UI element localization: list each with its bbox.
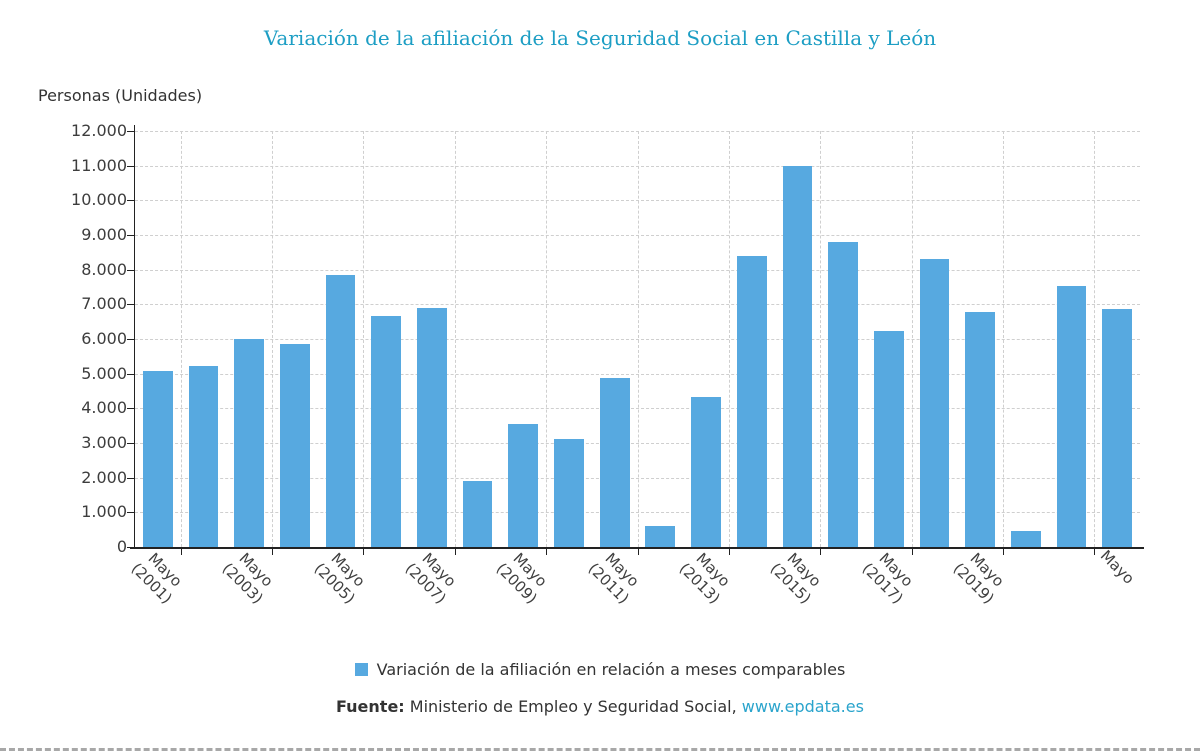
bar[interactable] <box>828 241 858 547</box>
bar[interactable] <box>462 481 493 547</box>
vertical-gridline <box>180 131 182 547</box>
y-axis-tick-mark <box>127 477 134 479</box>
x-axis-tick-mark <box>454 549 456 555</box>
y-axis-tick-mark <box>127 165 134 167</box>
y-axis-line <box>134 125 135 549</box>
vertical-gridline <box>1002 131 1004 547</box>
source-line: Fuente: Ministerio de Empleo y Seguridad… <box>0 697 1200 716</box>
bottom-divider <box>0 748 1200 751</box>
y-axis-tick-label: 8.000 <box>81 259 127 279</box>
x-axis-tick-label: Mayo (2017) <box>853 541 925 613</box>
x-axis-tick-mark <box>272 549 274 555</box>
bar[interactable] <box>1010 531 1041 547</box>
y-axis-tick-mark <box>127 304 134 306</box>
bar[interactable] <box>280 343 310 547</box>
chart-title: Variación de la afiliación de la Segurid… <box>263 26 937 50</box>
legend-color-swatch <box>354 663 368 676</box>
x-axis-tick-label: Mayo (2009) <box>487 541 559 613</box>
x-axis-tick-label: Mayo (2001) <box>122 541 194 613</box>
y-axis-tick-mark <box>127 131 134 132</box>
y-axis-tick-label: 0 <box>116 537 127 556</box>
bar[interactable] <box>325 274 356 547</box>
x-axis-tick-label: Mayo (2013) <box>670 541 742 613</box>
bar[interactable] <box>1102 309 1132 547</box>
vertical-gridline <box>1094 131 1096 547</box>
y-axis-tick-label: 6.000 <box>81 329 127 348</box>
x-axis-tick-label: Mayo (2003) <box>213 541 285 613</box>
bar[interactable] <box>554 438 584 547</box>
y-axis-tick-mark <box>127 235 134 236</box>
plot-area <box>135 131 1140 547</box>
x-axis-tick-label: Mayo (2015) <box>761 541 833 613</box>
y-axis-tick-mark <box>127 547 134 548</box>
bar[interactable] <box>965 312 995 547</box>
bar[interactable] <box>234 339 265 547</box>
y-axis-unit-label: Personas (Unidades) <box>38 86 203 105</box>
vertical-gridline <box>272 131 274 547</box>
x-axis-tick-label: Mayo (2019) <box>944 541 1016 613</box>
y-axis-tick-label: 11.000 <box>71 155 127 175</box>
y-axis-tick-mark <box>127 443 134 444</box>
x-axis-tick-mark <box>637 549 639 555</box>
y-axis-tick-label: 12.000 <box>71 121 127 140</box>
vertical-gridline <box>546 131 548 547</box>
y-axis-tick-label: 10.000 <box>71 190 127 210</box>
y-axis-tick-mark <box>127 269 134 271</box>
bar[interactable] <box>736 256 767 547</box>
y-axis-tick-label: 3.000 <box>81 433 127 452</box>
bar[interactable] <box>873 331 904 547</box>
y-axis-tick-mark <box>127 339 134 340</box>
x-axis-tick-mark <box>911 549 913 555</box>
vertical-gridline <box>363 131 365 547</box>
bar[interactable] <box>691 397 721 547</box>
legend: Variación de la afiliación en relación a… <box>0 660 1200 679</box>
x-axis-tick-mark <box>363 549 365 555</box>
bar[interactable] <box>1056 285 1087 547</box>
y-axis-tick-mark <box>127 408 134 410</box>
source-link[interactable]: www.epdata.es <box>741 697 864 716</box>
x-axis-tick-label: Mayo (2007) <box>396 541 468 613</box>
bar[interactable] <box>508 423 539 547</box>
bar[interactable] <box>188 365 219 547</box>
y-axis-tick-label: 4.000 <box>81 398 127 418</box>
vertical-gridline <box>454 131 456 547</box>
vertical-gridline <box>728 131 730 547</box>
x-axis-line <box>130 547 1144 549</box>
vertical-gridline <box>637 131 639 547</box>
bar[interactable] <box>599 378 630 547</box>
legend-label: Variación de la afiliación en relación a… <box>376 660 846 679</box>
y-axis-tick-label: 5.000 <box>81 363 127 383</box>
x-axis-tick-mark <box>546 549 548 555</box>
source-label: Fuente: <box>336 697 405 716</box>
y-axis-tick-label: 2.000 <box>81 467 127 487</box>
bar[interactable] <box>645 525 676 547</box>
x-axis-tick-mark <box>180 549 182 555</box>
x-axis-tick-mark <box>1002 549 1004 555</box>
y-axis-tick-mark <box>127 512 134 514</box>
y-axis-tick-mark <box>127 373 134 375</box>
bar[interactable] <box>142 371 173 547</box>
vertical-gridline <box>911 131 913 547</box>
y-axis-tick-mark <box>127 200 134 202</box>
bar[interactable] <box>371 315 402 547</box>
x-axis-tick-mark <box>820 549 822 555</box>
bar[interactable] <box>417 307 447 547</box>
bar[interactable] <box>782 166 813 547</box>
bar[interactable] <box>919 258 950 547</box>
x-axis-tick-mark <box>728 549 730 555</box>
x-axis-tick-label: Mayo (2005) <box>305 541 377 613</box>
y-axis-tick-label: 7.000 <box>81 294 127 314</box>
y-axis-tick-label: 9.000 <box>81 225 127 244</box>
y-axis-tick-label: 1.000 <box>81 502 127 522</box>
source-text: Ministerio de Empleo y Seguridad Social, <box>404 697 742 716</box>
vertical-gridline <box>820 131 822 547</box>
x-axis-tick-label: Mayo (2011) <box>579 541 651 613</box>
x-axis-tick-mark <box>1094 549 1096 555</box>
